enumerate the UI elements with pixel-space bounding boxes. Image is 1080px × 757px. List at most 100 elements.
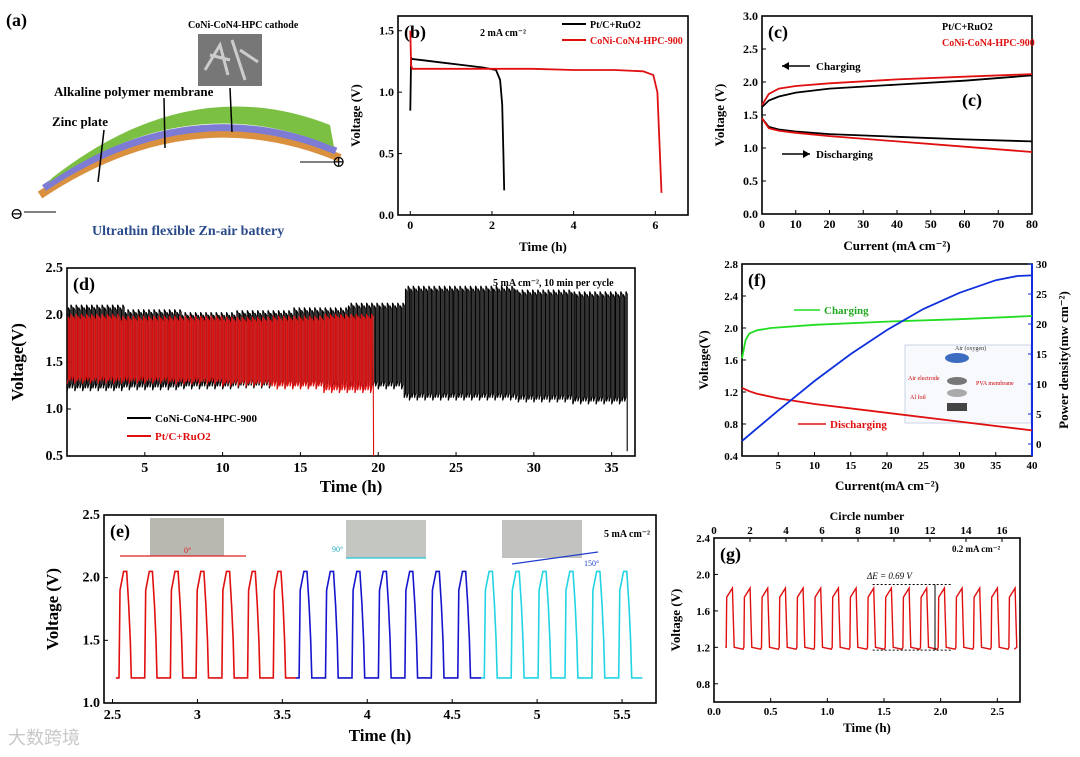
zinc-label: Zinc plate xyxy=(52,114,108,129)
x-tick-label: 4 xyxy=(571,218,577,232)
y-tick-label: 0.0 xyxy=(379,208,394,222)
x-tick-label: 1.0 xyxy=(820,706,834,718)
sem-texture xyxy=(203,39,259,81)
panel-f-inset: Air (oxygen) Air electrode PVA membrane … xyxy=(904,344,1032,424)
legend-label: CoNi-CoN4-HPC-900 xyxy=(155,413,258,425)
photo-90deg-label: 90° xyxy=(332,545,343,554)
photo-150deg-label: 150° xyxy=(584,559,599,568)
inner-tag: (c) xyxy=(962,90,982,111)
plot-frame xyxy=(103,514,657,704)
x-tick-label: 80 xyxy=(1026,217,1038,231)
x-top-tick-label: 14 xyxy=(961,525,973,537)
y-tick-label: 1.2 xyxy=(724,387,738,399)
photo-0deg xyxy=(150,518,224,556)
x-tick-label: 2.5 xyxy=(104,708,122,723)
y-tick-label: 2.4 xyxy=(724,291,738,303)
y-tick-label: 2.0 xyxy=(743,75,758,89)
y-axis-label: Voltage(V) xyxy=(8,323,27,401)
y-right-tick-label: 15 xyxy=(1036,349,1048,361)
charging-label: Charging xyxy=(824,305,869,317)
photo-90deg xyxy=(346,520,426,558)
y-right-tick-label: 30 xyxy=(1036,259,1048,271)
charging-arrowhead xyxy=(782,62,789,70)
x-top-tick-label: 2 xyxy=(747,525,753,537)
y-tick-label: 1.6 xyxy=(696,606,710,618)
x-tick-label: 15 xyxy=(293,461,307,476)
annotation: 5 mA cm⁻², 10 min per cycle xyxy=(493,278,614,289)
y-right-axis-label: Power density(mw cm⁻²) xyxy=(1056,291,1071,429)
panel-e: 0° 90° 150° 2.5 3 3.5 4 4.5 5 5.5 1.0 1.5 2.0 2.5 T… xyxy=(43,508,657,745)
membrane-layer xyxy=(42,124,338,191)
y-tick-label: 0.5 xyxy=(743,174,758,188)
x-tick-label: 20 xyxy=(882,460,894,472)
y-right-tick-label: 10 xyxy=(1036,379,1048,391)
x-tick-label: 10 xyxy=(790,217,802,231)
series-line-discharging xyxy=(741,387,1033,432)
panel-d: 5 10 15 20 25 30 35 0.5 1.0 1.5 2.0 2.5 Time (h) Volt… xyxy=(8,261,636,496)
x-tick-label: 5 xyxy=(534,708,541,723)
plus-terminal: ⊕ xyxy=(332,154,345,171)
x-axis-label: Time (h) xyxy=(519,239,567,254)
y-tick-label: 1.5 xyxy=(83,633,101,648)
inset-label-air: Air (oxygen) xyxy=(955,345,986,352)
panel-a-caption: Ultrathin flexible Zn-air battery xyxy=(92,224,284,239)
x-tick-label: 20 xyxy=(371,461,385,476)
panel-a: (a) CoNi-CoN4-HPC cathode Alkaline polym… xyxy=(6,10,345,239)
y-tick-label: 2.0 xyxy=(696,569,710,581)
series-line-power xyxy=(741,274,1033,442)
legend-label: Pt/C+RuO2 xyxy=(942,22,993,33)
delta-label: ΔE = 0.69 V xyxy=(866,571,913,581)
x-tick-label: 15 xyxy=(845,460,857,472)
photo-150deg-arrow xyxy=(511,551,599,565)
membrane-pointer xyxy=(163,97,166,149)
cathode-layer xyxy=(48,106,334,183)
series-line-2 xyxy=(761,73,1033,106)
cycling-trace-150° xyxy=(481,570,643,679)
y-tick-label: 1.5 xyxy=(379,24,394,38)
zinc-layer xyxy=(37,129,342,199)
y-tick-label: 2.0 xyxy=(83,571,101,586)
y-axis-label: Voltage (V) xyxy=(712,84,727,147)
cathode-pointer xyxy=(229,87,233,133)
x-tick-label: 0.0 xyxy=(707,706,721,718)
panel-tag: (c) xyxy=(768,22,788,43)
x-tick-label: 50 xyxy=(925,217,937,231)
discharging-label: Discharging xyxy=(816,149,873,161)
x-axis-label: Current (mA cm⁻²) xyxy=(843,238,950,253)
x-top-axis-label: Circle number xyxy=(830,509,905,523)
cycling-trace-90° xyxy=(295,570,482,679)
series-line-ptc xyxy=(409,55,506,191)
x-top-tick-label: 6 xyxy=(819,525,825,537)
inset-oxygen xyxy=(945,353,969,363)
y-tick-label: 1.5 xyxy=(46,355,64,370)
panel-tag: (e) xyxy=(110,521,130,542)
x-tick-label: 3.5 xyxy=(274,708,292,723)
x-tick-label: 5 xyxy=(141,461,148,476)
y-tick-label: 2.0 xyxy=(724,323,738,335)
series-line-charging xyxy=(741,315,1033,359)
x-top-tick-label: 16 xyxy=(997,525,1009,537)
x-tick-label: 35 xyxy=(605,461,619,476)
x-axis-label: Time (h) xyxy=(320,477,383,496)
x-tick-label: 2 xyxy=(489,218,495,232)
y-tick-label: 1.2 xyxy=(696,642,710,654)
y-axis-label: Voltage (V) xyxy=(668,589,683,652)
y-tick-label: 1.0 xyxy=(379,85,394,99)
minus-terminal: ⊖ xyxy=(10,206,23,223)
y-tick-label: 2.5 xyxy=(46,261,64,276)
x-tick-label: 2.0 xyxy=(934,706,948,718)
inset-air-electrode xyxy=(947,377,967,385)
x-tick-label: 30 xyxy=(954,460,966,472)
y-right-tick-label: 0 xyxy=(1036,439,1042,451)
y-tick-label: 2.5 xyxy=(743,42,758,56)
photo-0deg-label: 0° xyxy=(184,546,191,555)
y-tick-label: 2.0 xyxy=(46,308,64,323)
inset-foil xyxy=(947,403,967,411)
x-tick-label: 25 xyxy=(918,460,930,472)
y-tick-label: 1.6 xyxy=(724,355,738,367)
x-tick-label: 40 xyxy=(1027,460,1039,472)
cycling-trace-0° xyxy=(115,570,296,679)
panel-tag: (d) xyxy=(73,274,95,295)
plot-frame xyxy=(397,15,689,216)
